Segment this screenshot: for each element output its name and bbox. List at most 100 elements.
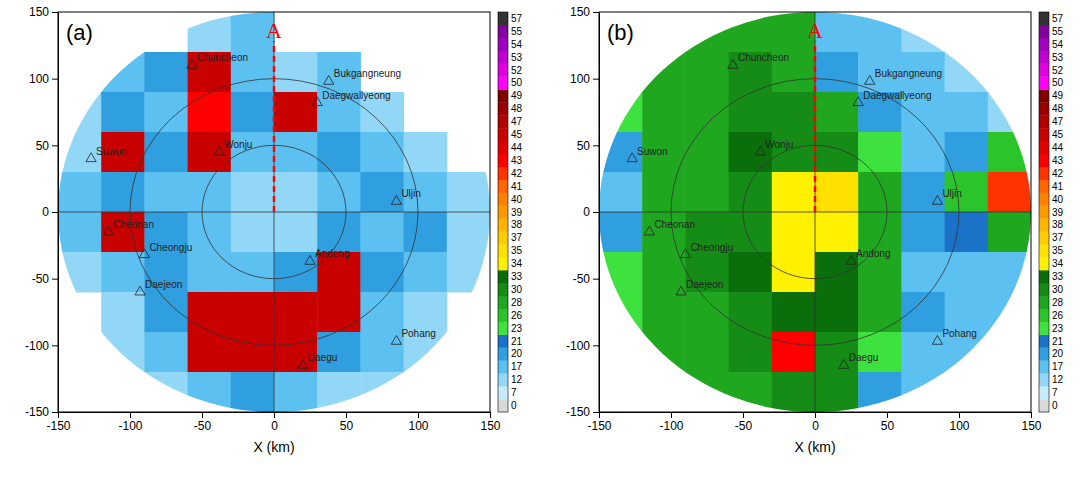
- colorbar-segment: [1039, 360, 1049, 373]
- colorbar-segment: [1039, 218, 1049, 231]
- colorbar-label: 20: [1052, 348, 1064, 359]
- station-label: Pohang: [942, 328, 976, 339]
- colorbar-label: 38: [511, 219, 523, 230]
- tick-mark: [743, 412, 744, 418]
- colorbar-label: 52: [511, 65, 523, 76]
- colorbar-segment: [498, 244, 508, 257]
- tick-label: 100: [570, 72, 590, 86]
- cell: [729, 172, 773, 213]
- cell: [188, 372, 232, 413]
- cell: [274, 292, 318, 333]
- colorbar-segment: [498, 309, 508, 322]
- tick-mark: [52, 212, 58, 213]
- colorbar-segment: [498, 283, 508, 296]
- cell: [901, 332, 945, 373]
- cell: [144, 332, 188, 373]
- cell: [144, 92, 188, 133]
- cell: [144, 172, 188, 213]
- colorbar-segment: [498, 193, 508, 206]
- colorbar-label: 39: [1052, 207, 1064, 218]
- x-axis: -150-100-50050100150: [46, 412, 500, 433]
- colorbar-segment: [1039, 322, 1049, 335]
- station-marker: [853, 97, 863, 106]
- tick-label: -50: [32, 272, 50, 286]
- cell: [685, 92, 729, 133]
- colorbar-segment: [498, 141, 508, 154]
- cell: [642, 332, 686, 373]
- cell: [858, 172, 902, 213]
- tick-label: 150: [570, 5, 590, 19]
- cell: [815, 172, 859, 213]
- cell: [274, 92, 318, 133]
- station-marker: [644, 226, 654, 235]
- colorbar-label: 40: [511, 194, 523, 205]
- tick-mark: [593, 145, 599, 146]
- colorbar-label: 20: [511, 348, 523, 359]
- station-label: Cheonan: [654, 219, 695, 230]
- tick: 150: [570, 5, 599, 19]
- axis-line: [58, 13, 59, 413]
- cell: [685, 252, 729, 293]
- station-marker: [305, 255, 315, 264]
- cells: [599, 12, 1032, 413]
- cell: [729, 252, 773, 293]
- station-label: Chuncheon: [738, 52, 789, 63]
- cell: [815, 292, 859, 333]
- station-marker: [846, 255, 856, 264]
- colorbar-segment: [498, 115, 508, 128]
- tick-label: -150: [566, 405, 590, 419]
- cell: [815, 372, 859, 413]
- station-marker: [103, 226, 113, 235]
- colorbar-label: 35: [511, 245, 523, 256]
- tick: -50: [573, 272, 599, 286]
- cell: [685, 52, 729, 93]
- cell: [101, 172, 145, 213]
- tick-mark: [130, 412, 131, 418]
- tick-mark: [52, 12, 58, 13]
- colorbar-segment: [1039, 64, 1049, 77]
- cell: [360, 372, 404, 413]
- colorbar-segment: [1039, 399, 1049, 412]
- cell: [447, 212, 491, 253]
- cell: [772, 372, 816, 413]
- cell: [274, 372, 318, 413]
- colorbar-segment: [1039, 244, 1049, 257]
- station-marker: [135, 286, 145, 295]
- colorbar-segment: [1039, 12, 1049, 25]
- colorbar-segment: [498, 347, 508, 360]
- colorbar-frame: [1039, 12, 1049, 412]
- colorbar-segment: [498, 373, 508, 386]
- station-marker: [139, 249, 149, 258]
- colorbar-label: 7: [1052, 387, 1058, 398]
- cell: [404, 252, 448, 293]
- cell: [772, 172, 816, 213]
- station-label: Cheongju: [690, 242, 733, 253]
- colorbar-label: 45: [1052, 129, 1064, 140]
- cell: [231, 372, 275, 413]
- colorbar-segment: [1039, 309, 1049, 322]
- tick: 50: [881, 412, 895, 433]
- cell: [101, 92, 145, 133]
- station-label: Andong: [315, 248, 349, 259]
- colorbar-label: 26: [1052, 310, 1064, 321]
- tick: 100: [570, 72, 599, 86]
- colorbar: 0712172021232628303334353738394041424344…: [498, 12, 523, 412]
- cell: [404, 132, 448, 173]
- cell: [274, 212, 318, 253]
- crosshair: [274, 12, 275, 412]
- cell: [360, 252, 404, 293]
- cell: [360, 332, 404, 373]
- cell: [988, 132, 1032, 173]
- tick: -150: [566, 405, 599, 419]
- cell: [772, 292, 816, 333]
- plot-frame: [58, 12, 490, 412]
- colorbar-segment: [1039, 373, 1049, 386]
- cell: [404, 212, 448, 253]
- tick-label: -100: [25, 339, 49, 353]
- station-marker: [676, 286, 686, 295]
- cell: [642, 12, 686, 53]
- tick-mark: [671, 412, 672, 418]
- cell: [858, 212, 902, 253]
- colorbar-label: 21: [511, 336, 523, 347]
- cell: [729, 372, 773, 413]
